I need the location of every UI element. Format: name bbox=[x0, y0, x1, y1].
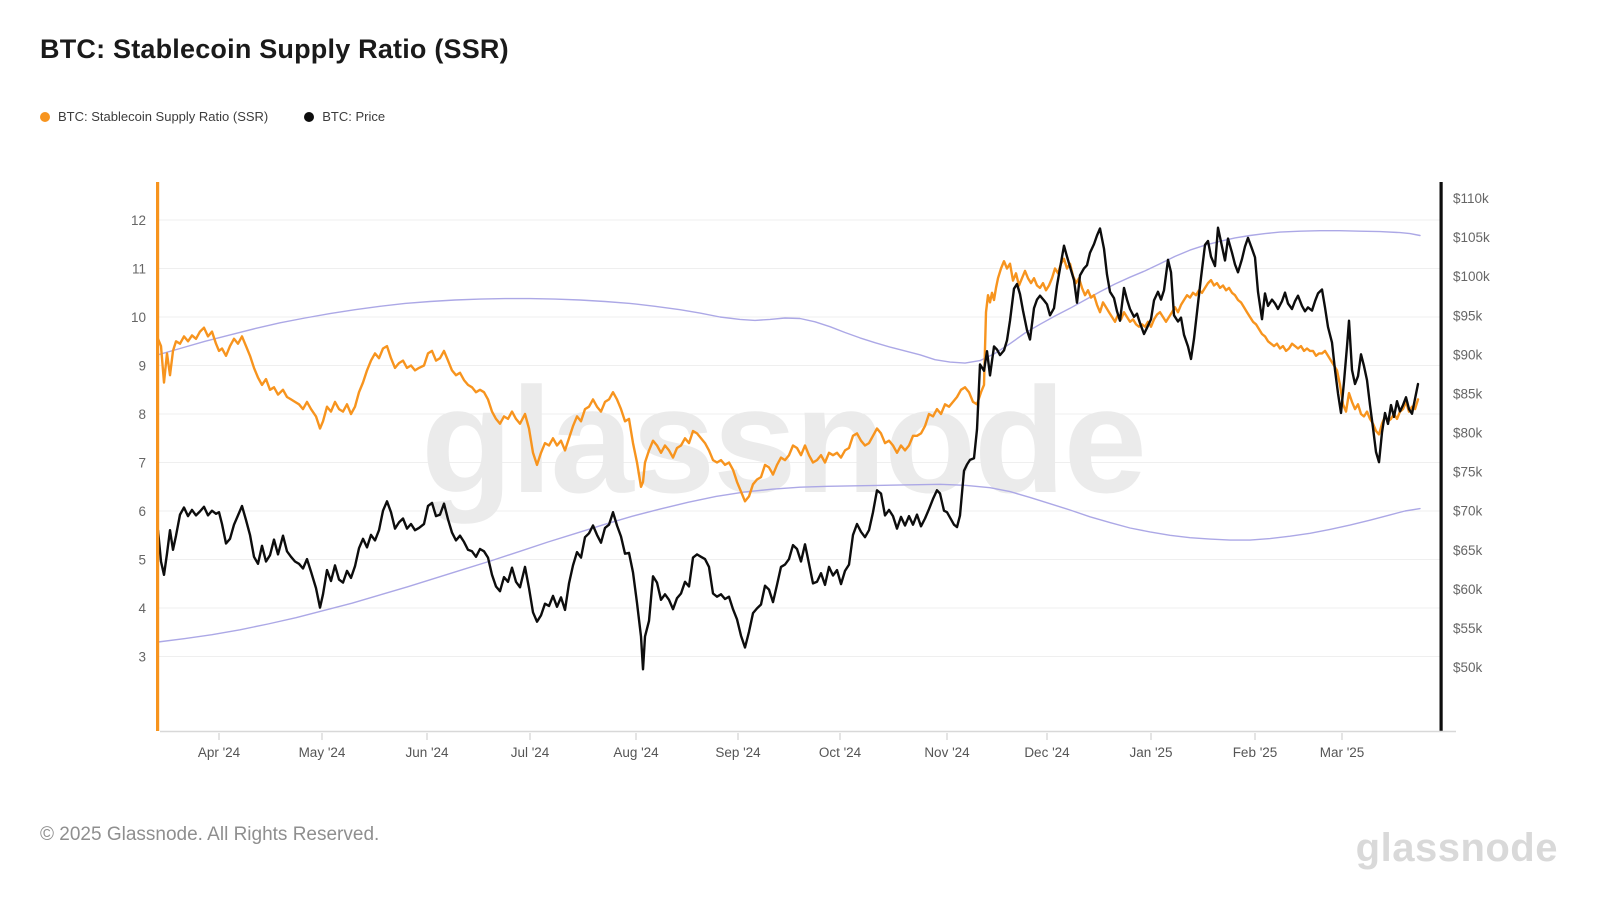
x-axis-tick-label: Aug '24 bbox=[613, 745, 659, 760]
right-axis-tick-label: $65k bbox=[1453, 543, 1483, 558]
right-axis-tick-label: $60k bbox=[1453, 582, 1483, 597]
legend-label-price: BTC: Price bbox=[322, 109, 386, 124]
right-axis-tick-label: $110k bbox=[1453, 191, 1489, 206]
series-line-btc-stablecoin-supply-ratio-ssr bbox=[156, 257, 1420, 503]
left-axis-tick-label: 7 bbox=[138, 456, 146, 471]
x-axis-tick-label: May '24 bbox=[299, 745, 346, 760]
left-axis-tick-label: 11 bbox=[132, 262, 146, 277]
legend-dot-ssr-icon bbox=[40, 111, 50, 122]
x-axis-tick-label: Jun '24 bbox=[405, 745, 449, 760]
x-axis-tick-label: Jul '24 bbox=[511, 745, 550, 760]
left-axis-tick-label: 8 bbox=[138, 407, 146, 422]
series-line-ssr-upper-band bbox=[157, 230, 1421, 364]
right-axis-tick-label: $85k bbox=[1453, 386, 1483, 401]
page-title: BTC: Stablecoin Supply Ratio (SSR) bbox=[40, 34, 509, 64]
left-axis-tick-label: 5 bbox=[138, 553, 146, 568]
legend-item-ssr[interactable]: BTC: Stablecoin Supply Ratio (SSR) bbox=[40, 109, 268, 124]
right-axis-tick-label: $70k bbox=[1453, 504, 1483, 519]
left-axis-tick-label: 10 bbox=[131, 310, 146, 325]
series-line-btc-price bbox=[156, 226, 1420, 671]
right-axis-tick-label: $75k bbox=[1453, 465, 1483, 480]
x-axis-tick-label: Jan '25 bbox=[1129, 745, 1172, 760]
x-axis-tick-label: Feb '25 bbox=[1233, 745, 1278, 760]
x-axis-tick-label: Nov '24 bbox=[924, 745, 970, 760]
right-axis-tick-label: $55k bbox=[1453, 621, 1483, 636]
glassnode-logo: glassnode bbox=[1355, 826, 1558, 870]
series-line-ssr-lower-band bbox=[157, 483, 1421, 643]
legend-label-ssr: BTC: Stablecoin Supply Ratio (SSR) bbox=[58, 109, 269, 124]
left-axis-tick-label: 9 bbox=[138, 359, 146, 374]
left-axis-tick-label: 6 bbox=[138, 504, 146, 519]
right-axis-tick-label: $90k bbox=[1453, 347, 1483, 362]
x-axis-tick-label: Apr '24 bbox=[198, 745, 241, 760]
left-axis-spine bbox=[156, 182, 160, 731]
right-axis-tick-label: $50k bbox=[1453, 660, 1483, 675]
x-axis-tick-label: Dec '24 bbox=[1024, 745, 1070, 760]
right-axis-spine bbox=[1439, 182, 1443, 731]
right-axis-tick-label: $80k bbox=[1453, 426, 1483, 441]
x-axis-tick-label: Oct '24 bbox=[819, 745, 862, 760]
right-axis-tick-label: $105k bbox=[1453, 230, 1490, 245]
left-axis-tick-label: 4 bbox=[138, 601, 146, 616]
copyright-text: © 2025 Glassnode. All Rights Reserved. bbox=[40, 824, 380, 845]
left-axis-tick-label: 12 bbox=[131, 213, 146, 228]
left-axis-tick-label: 3 bbox=[138, 650, 146, 665]
x-axis-tick-label: Sep '24 bbox=[715, 745, 761, 760]
legend-dot-price-icon bbox=[304, 111, 315, 122]
x-axis-tick-label: Mar '25 bbox=[1320, 745, 1365, 760]
right-axis-tick-label: $95k bbox=[1453, 308, 1483, 323]
right-axis-tick-label: $100k bbox=[1453, 269, 1490, 284]
legend-item-price[interactable]: BTC: Price bbox=[304, 109, 385, 124]
chart-legend: BTC: Stablecoin Supply Ratio (SSR) BTC: … bbox=[40, 109, 385, 124]
